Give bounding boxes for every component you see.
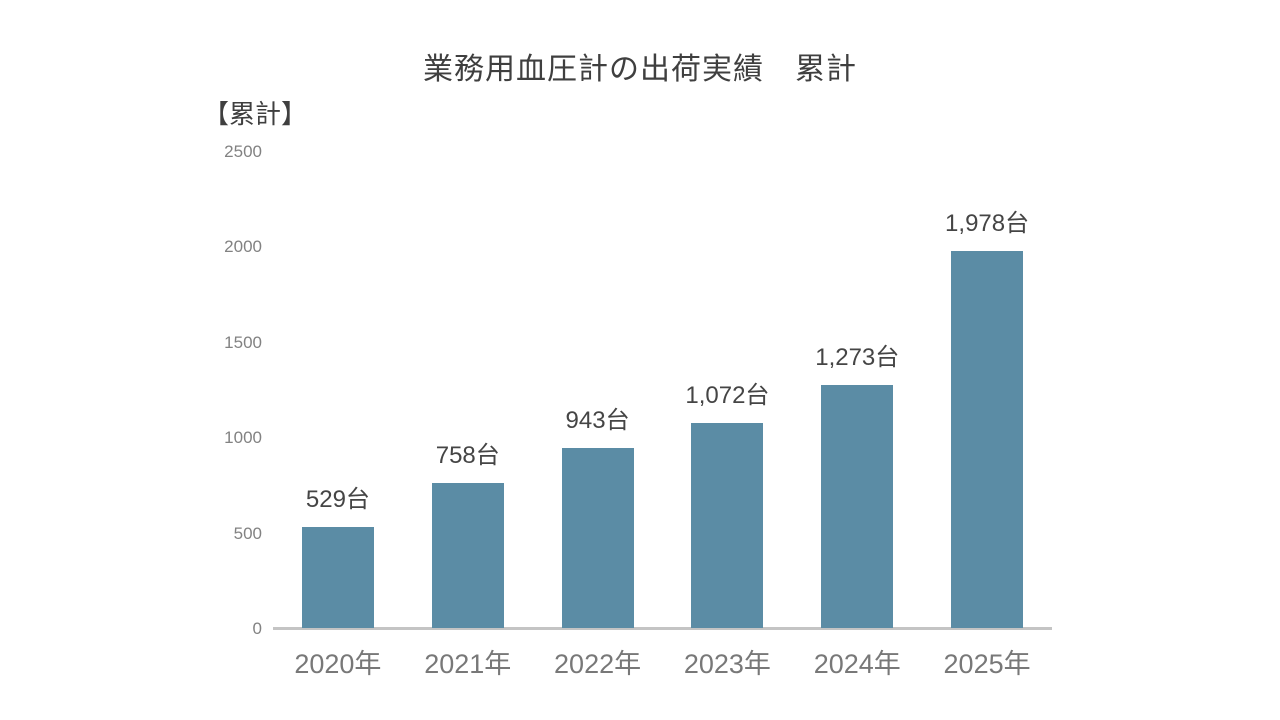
y-axis-tick-label: 0 [252, 619, 262, 638]
bar-2025年 [951, 251, 1024, 628]
data-label: 1,978台 [945, 210, 1030, 237]
y-axis-tick-label: 2000 [224, 237, 262, 257]
y-axis-tick-label: 500 [233, 523, 262, 543]
y-axis-tick-label: 2500 [224, 142, 262, 161]
bar-2023年 [691, 423, 764, 628]
bar-2020年 [301, 527, 374, 628]
data-label: 1,072台 [685, 382, 770, 409]
x-axis-category-label: 2022年 [554, 649, 642, 679]
y-axis-tick-label: 1500 [224, 332, 262, 352]
bar-2024年 [821, 385, 894, 628]
y-axis-tick-label: 1000 [224, 428, 262, 448]
x-axis-category-label: 2020年 [294, 649, 382, 679]
x-axis-category-label: 2023年 [683, 649, 771, 679]
x-axis-line [273, 627, 1052, 630]
x-axis-category-label: 2024年 [813, 649, 901, 679]
bar-2021年 [431, 483, 504, 628]
y-axis-unit-label: 【累計】 [203, 99, 308, 129]
data-label: 943台 [565, 407, 630, 434]
bar-2022年 [561, 448, 634, 628]
data-label: 529台 [305, 486, 370, 513]
x-axis-category-label: 2025年 [943, 649, 1031, 679]
data-label: 758台 [435, 442, 500, 469]
x-axis-category-label: 2021年 [424, 649, 512, 679]
chart-title: 業務用血圧計の出荷実績 累計 [423, 53, 857, 86]
data-label: 1,273台 [815, 344, 900, 371]
